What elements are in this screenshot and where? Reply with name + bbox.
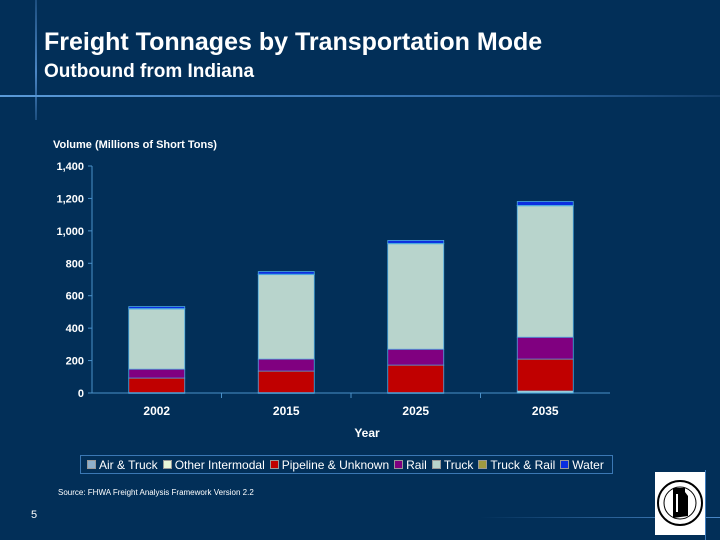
chart-legend: Air & Truck Other Intermodal Pipeline & Un… <box>80 455 613 474</box>
decorative-vertical-line <box>35 0 37 120</box>
legend-swatch <box>87 460 96 469</box>
stacked-bar-chart: 0 200 400 600 800 1,000 1,200 1,400 2002 2015 2025… <box>56 161 610 440</box>
legend-label: Truck <box>443 457 474 472</box>
y-tick-label: 800 <box>66 258 84 270</box>
indot-seal-logo <box>655 472 705 535</box>
slide-title: Freight Tonnages by Transportation Mode <box>44 28 543 56</box>
bar-segment-pipeline-unknown <box>387 364 445 394</box>
x-axis-label: Year <box>354 426 380 440</box>
bar-segment-water <box>516 201 574 206</box>
legend-item: Pipeline & Unknown <box>269 457 390 472</box>
legend-swatch <box>431 460 441 469</box>
y-tick-label: 1,400 <box>56 161 84 173</box>
page-number: 5 <box>31 509 38 521</box>
legend-label: Other Intermodal <box>174 457 265 472</box>
bar-segment-water <box>257 271 315 275</box>
x-tick-label: 2002 <box>143 404 170 418</box>
legend-label: Air & Truck <box>99 457 158 472</box>
legend-label: Pipeline & Unknown <box>281 457 390 472</box>
slide-subtitle: Outbound from Indiana <box>44 61 255 82</box>
y-tick-label: 600 <box>66 291 84 303</box>
bar-segment-water <box>128 306 186 309</box>
bar-segment-rail <box>257 358 315 372</box>
bar-segment-truck <box>128 308 186 370</box>
y-axis-label: Volume (Millions of Short Tons) <box>53 139 217 151</box>
bar-segment-rail <box>387 348 445 366</box>
x-tick-label: 2035 <box>532 404 559 418</box>
bar-segment-pipeline-unknown <box>516 358 574 392</box>
bar-segment-truck <box>516 205 574 338</box>
bar-segment-water <box>387 240 445 244</box>
y-tick-label: 400 <box>66 323 84 335</box>
legend-item: Rail <box>394 458 427 472</box>
legend-item: Water <box>560 458 604 472</box>
bar-segment-pipeline-unknown <box>257 370 315 394</box>
x-tick-label: 2015 <box>273 404 300 418</box>
y-tick-label: 200 <box>66 356 84 368</box>
bar-segment-rail <box>128 368 186 379</box>
legend-swatch <box>269 460 279 469</box>
legend-item: Truck <box>431 457 474 472</box>
legend-item: Truck & Rail <box>478 458 555 472</box>
legend-item: Other Intermodal <box>162 457 265 472</box>
legend-label: Water <box>572 457 604 472</box>
legend-swatch <box>478 460 488 469</box>
y-tick-label: 1,200 <box>56 193 84 205</box>
bar-segment-truck <box>257 273 315 360</box>
bar-segment-truck <box>387 243 445 350</box>
x-tick-label: 2025 <box>402 404 429 418</box>
bar-segment-rail <box>516 336 574 360</box>
decorative-horizontal-line-bottom <box>480 517 720 518</box>
decorative-vertical-line-right <box>705 470 706 540</box>
legend-label: Truck & Rail <box>490 457 556 472</box>
source-note: Source: FHWA Freight Analysis Framework … <box>58 488 254 497</box>
legend-swatch <box>394 460 404 469</box>
y-tick-label: 1,000 <box>56 226 84 238</box>
legend-item: Air & Truck <box>87 458 158 472</box>
decorative-horizontal-line <box>0 95 720 97</box>
bar-segment-pipeline-unknown <box>128 377 186 394</box>
legend-swatch <box>560 460 570 469</box>
legend-swatch <box>162 460 172 469</box>
legend-label: Rail <box>406 457 427 472</box>
y-tick-label: 0 <box>78 388 84 400</box>
